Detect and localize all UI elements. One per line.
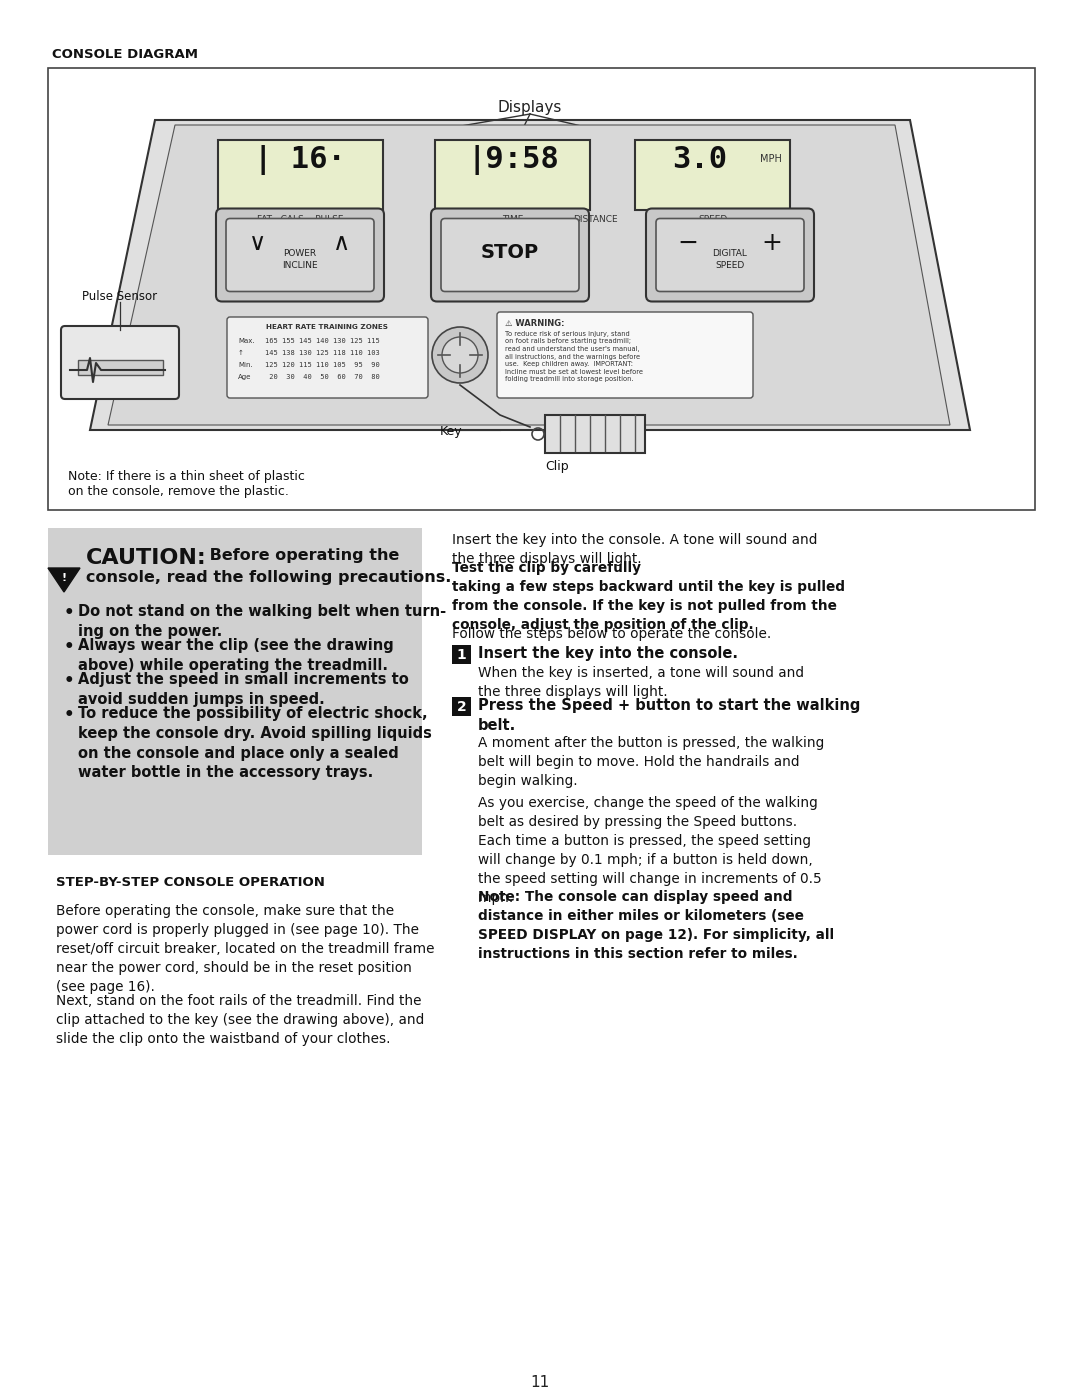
- Polygon shape: [108, 124, 950, 425]
- Text: Insert the key into the console.: Insert the key into the console.: [478, 645, 738, 661]
- Text: Pulse Sensor: Pulse Sensor: [82, 291, 158, 303]
- Polygon shape: [48, 569, 80, 592]
- Text: CAUTION:: CAUTION:: [86, 548, 206, 569]
- Text: console, read the following precautions.: console, read the following precautions.: [86, 570, 451, 585]
- Text: STOP: STOP: [481, 243, 539, 263]
- Text: 125 120 115 110 105  95  90: 125 120 115 110 105 95 90: [265, 362, 380, 367]
- Text: SPEED: SPEED: [715, 260, 744, 270]
- Text: DISTANCE: DISTANCE: [572, 215, 618, 224]
- Text: Follow the steps below to operate the console.: Follow the steps below to operate the co…: [453, 627, 771, 641]
- Text: Age: Age: [238, 374, 252, 380]
- Text: Clip: Clip: [545, 460, 569, 474]
- FancyBboxPatch shape: [497, 312, 753, 398]
- FancyBboxPatch shape: [656, 218, 804, 292]
- Text: To reduce risk of serious injury, stand
on foot rails before starting treadmill;: To reduce risk of serious injury, stand …: [505, 331, 643, 381]
- FancyBboxPatch shape: [227, 317, 428, 398]
- Text: Note: If there is a thin sheet of plastic
on the console, remove the plastic.: Note: If there is a thin sheet of plasti…: [68, 469, 305, 497]
- Bar: [453, 697, 471, 717]
- Text: Press the Speed + button to start the walking
belt.: Press the Speed + button to start the wa…: [478, 698, 861, 733]
- Circle shape: [442, 337, 478, 373]
- Text: |9:58: |9:58: [467, 145, 559, 175]
- Text: 165 155 145 140 130 125 115: 165 155 145 140 130 125 115: [265, 338, 380, 344]
- Text: Note: The console can display speed and
distance in either miles or kilometers (: Note: The console can display speed and …: [478, 890, 834, 961]
- Text: Max.: Max.: [238, 338, 255, 344]
- Text: DIGITAL: DIGITAL: [713, 249, 747, 257]
- Text: MPH: MPH: [760, 154, 782, 163]
- Text: ∨: ∨: [249, 231, 267, 256]
- Text: Before operating the console, make sure that the
power cord is properly plugged : Before operating the console, make sure …: [56, 904, 434, 993]
- Bar: [545, 415, 645, 453]
- Text: CONSOLE DIAGRAM: CONSOLE DIAGRAM: [52, 47, 198, 61]
- Text: ⚠ WARNING:: ⚠ WARNING:: [505, 319, 565, 328]
- Text: Do not stand on the walking belt when turn-
ing on the power.: Do not stand on the walking belt when tu…: [78, 604, 446, 638]
- Bar: [78, 360, 163, 374]
- Bar: [453, 645, 471, 664]
- Text: 11: 11: [530, 1375, 550, 1390]
- Text: −: −: [677, 231, 699, 256]
- Text: +: +: [761, 231, 782, 256]
- Text: Insert the key into the console. A tone will sound and
the three displays will l: Insert the key into the console. A tone …: [453, 534, 818, 566]
- Text: | 16·: | 16·: [254, 145, 346, 175]
- Text: SPEED: SPEED: [699, 215, 728, 224]
- Text: INCLINE: INCLINE: [282, 260, 318, 270]
- Text: ∧: ∧: [334, 231, 351, 256]
- Text: 3.0: 3.0: [673, 145, 728, 175]
- Text: !: !: [62, 573, 67, 583]
- Text: Before operating the: Before operating the: [204, 548, 400, 563]
- Text: HEART RATE TRAINING ZONES: HEART RATE TRAINING ZONES: [267, 324, 389, 330]
- Text: FAT   CALS.   PULSE: FAT CALS. PULSE: [257, 215, 343, 224]
- Text: A moment after the button is pressed, the walking
belt will begin to move. Hold : A moment after the button is pressed, th…: [478, 736, 824, 788]
- Bar: [435, 140, 590, 210]
- Text: 1: 1: [457, 648, 467, 662]
- Text: When the key is inserted, a tone will sound and
the three displays will light.: When the key is inserted, a tone will so…: [478, 666, 804, 698]
- Text: ↑: ↑: [238, 351, 244, 356]
- FancyBboxPatch shape: [226, 218, 374, 292]
- Text: Adjust the speed in small increments to
avoid sudden jumps in speed.: Adjust the speed in small increments to …: [78, 672, 408, 707]
- Bar: [48, 528, 422, 855]
- FancyBboxPatch shape: [441, 218, 579, 292]
- Text: Min.: Min.: [238, 362, 253, 367]
- Text: Next, stand on the foot rails of the treadmill. Find the
clip attached to the ke: Next, stand on the foot rails of the tre…: [56, 995, 424, 1046]
- Text: Always wear the clip (see the drawing
above) while operating the treadmill.: Always wear the clip (see the drawing ab…: [78, 638, 394, 673]
- Text: •: •: [64, 604, 75, 622]
- Text: Test the clip by carefully
taking a few steps backward until the key is pulled
f: Test the clip by carefully taking a few …: [453, 562, 845, 631]
- Text: •: •: [64, 672, 75, 690]
- FancyBboxPatch shape: [60, 326, 179, 400]
- Text: STEP-BY-STEP CONSOLE OPERATION: STEP-BY-STEP CONSOLE OPERATION: [56, 876, 325, 888]
- Text: •: •: [64, 638, 75, 657]
- Text: TIME: TIME: [502, 215, 524, 224]
- Text: 2: 2: [457, 700, 467, 714]
- Text: Key: Key: [440, 425, 462, 439]
- Text: Displays: Displays: [498, 101, 563, 115]
- Text: POWER: POWER: [283, 249, 316, 257]
- FancyBboxPatch shape: [216, 208, 384, 302]
- Bar: [48, 68, 1035, 510]
- Text: 145 138 130 125 118 110 103: 145 138 130 125 118 110 103: [265, 351, 380, 356]
- FancyBboxPatch shape: [431, 208, 589, 302]
- Text: •: •: [64, 705, 75, 724]
- Text: As you exercise, change the speed of the walking
belt as desired by pressing the: As you exercise, change the speed of the…: [478, 796, 822, 905]
- Polygon shape: [90, 120, 970, 430]
- Text: 20  30  40  50  60  70  80: 20 30 40 50 60 70 80: [265, 374, 380, 380]
- FancyBboxPatch shape: [646, 208, 814, 302]
- Bar: [218, 140, 383, 210]
- Text: To reduce the possibility of electric shock,
keep the console dry. Avoid spillin: To reduce the possibility of electric sh…: [78, 705, 432, 781]
- Bar: [635, 140, 789, 210]
- Circle shape: [432, 327, 488, 383]
